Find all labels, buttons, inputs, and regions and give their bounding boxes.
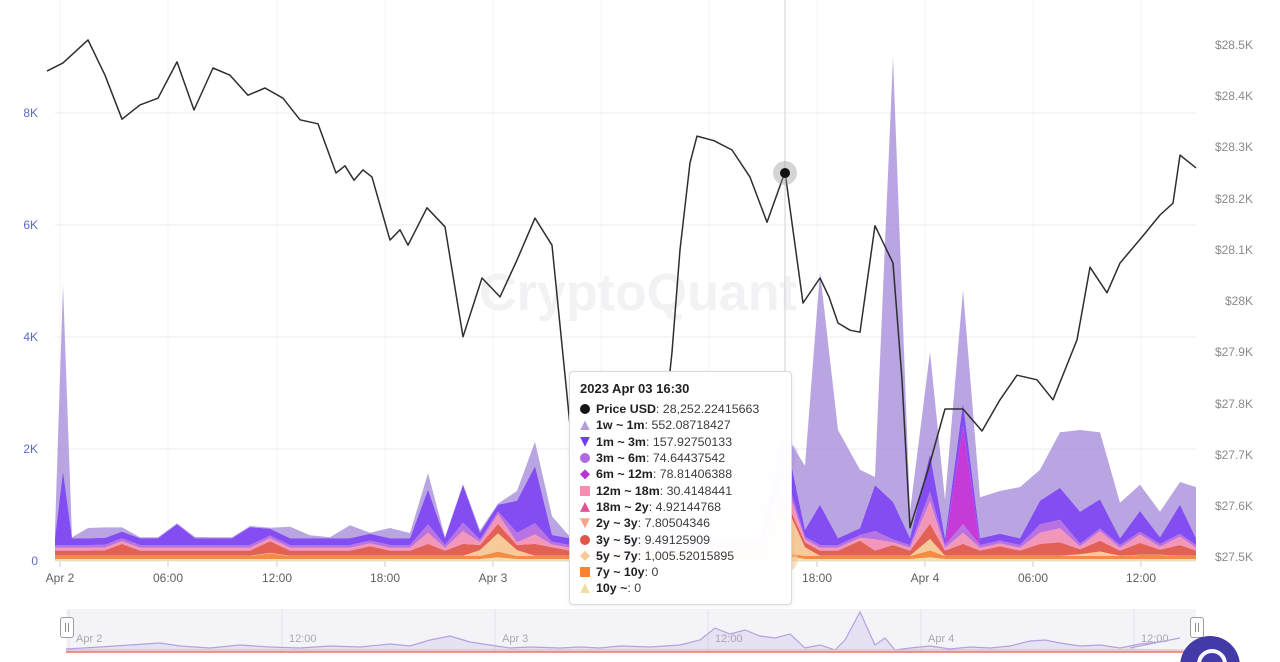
navigator-right-handle-icon[interactable]	[1190, 617, 1204, 638]
triangle-up-icon	[580, 583, 590, 594]
navigator-left-handle-icon[interactable]	[60, 617, 74, 638]
right-axis-label: $28.4K	[1214, 89, 1253, 103]
nav-area	[66, 612, 1196, 652]
tooltip-row: 5y ~ 7y: 1,005.52015895	[580, 548, 781, 564]
tooltip-row: 1m ~ 3m: 157.92750133	[580, 434, 781, 450]
tooltip-row: 6m ~ 12m: 78.81406388	[580, 466, 781, 482]
tooltip-row: 18m ~ 2y: 4.92144768	[580, 499, 781, 515]
x-axis-label: 12:00	[261, 571, 293, 585]
x-axis-label: 18:00	[369, 571, 401, 585]
nav-axis-label: Apr 3	[502, 633, 529, 645]
right-axis-label: $28.2K	[1214, 192, 1253, 206]
triangle-down-icon	[580, 436, 590, 447]
stacked-area	[55, 426, 1196, 545]
tooltip-row: 10y ~: 0	[580, 580, 781, 596]
range-navigator[interactable]: Apr 2 12:00 Apr 3 12:00 Apr 4 12:00	[66, 609, 1196, 653]
price-point-dot	[780, 168, 790, 178]
right-axis-label: $27.7K	[1214, 448, 1253, 462]
tooltip-row: Price USD: 28,252.22415663	[580, 401, 781, 417]
left-axis-label: 2K	[23, 442, 38, 456]
circle-icon	[580, 453, 590, 464]
tooltip-row: 3y ~ 5y: 9.49125909	[580, 531, 781, 547]
navigator-sparkline	[66, 609, 1196, 653]
diamond-icon	[580, 469, 590, 480]
square-icon	[580, 485, 590, 496]
stacked-area	[55, 555, 1196, 561]
nav-axis-label: Apr 4	[928, 633, 955, 645]
right-axis-label: $27.9K	[1214, 345, 1253, 359]
stacked-area	[55, 498, 1196, 556]
right-axis-label: $28.5K	[1214, 38, 1253, 52]
diamond-icon	[580, 550, 590, 561]
x-axis-label: 12:00	[1125, 571, 1157, 585]
nav-line	[66, 610, 1181, 651]
stacked-area	[55, 402, 1196, 545]
x-axis-label: 06:00	[152, 571, 184, 585]
right-axis-label: $28.3K	[1214, 140, 1253, 154]
nav-axis-label: Apr 2	[76, 633, 103, 645]
x-axis-label: Apr 2	[45, 571, 75, 585]
x-axis-label: Apr 3	[478, 571, 508, 585]
watermark: CryptoQuant	[479, 264, 797, 322]
left-axis-label: 6K	[23, 218, 38, 232]
left-axis-label: 8K	[23, 106, 38, 120]
x-axis-label: 18:00	[801, 571, 833, 585]
nav-axis-label: 12:00	[1141, 633, 1169, 645]
tooltip-title: 2023 Apr 03 16:30	[580, 381, 690, 396]
right-axis-label: $28K	[1224, 294, 1253, 308]
x-axis-label: 06:00	[1017, 571, 1049, 585]
right-axis-label: $28.1K	[1214, 243, 1253, 257]
hover-tooltip: 2023 Apr 03 16:30 Price USD: 28,252.2241…	[569, 371, 792, 605]
triangle-down-icon	[580, 518, 590, 529]
nav-axis-label: 12:00	[715, 633, 743, 645]
tooltip-row: 12m ~ 18m: 30.4148441	[580, 482, 781, 498]
tooltip-row: 1w ~ 1m: 552.08718427	[580, 417, 781, 433]
tooltip-row: 3m ~ 6m: 74.64437542	[580, 450, 781, 466]
tooltip-row: 2y ~ 3y: 7.80504346	[580, 515, 781, 531]
square-icon	[580, 567, 590, 578]
right-axis-label: $27.5K	[1214, 550, 1253, 564]
nav-axis-label: 12:00	[289, 633, 317, 645]
right-axis-label: $27.6K	[1214, 499, 1253, 513]
circle-icon	[580, 534, 590, 545]
triangle-up-icon	[580, 420, 590, 431]
left-axis-label: 0	[31, 554, 38, 568]
left-axis-label: 4K	[23, 330, 38, 344]
right-axis-label: $27.8K	[1214, 397, 1253, 411]
stacked-area	[55, 550, 1196, 559]
circle-icon	[580, 404, 590, 415]
x-axis-label: Apr 4	[910, 571, 940, 585]
tooltip-row: 7y ~ 10y: 0	[580, 564, 781, 580]
stacked-area	[55, 57, 1196, 539]
triangle-up-icon	[580, 501, 590, 512]
